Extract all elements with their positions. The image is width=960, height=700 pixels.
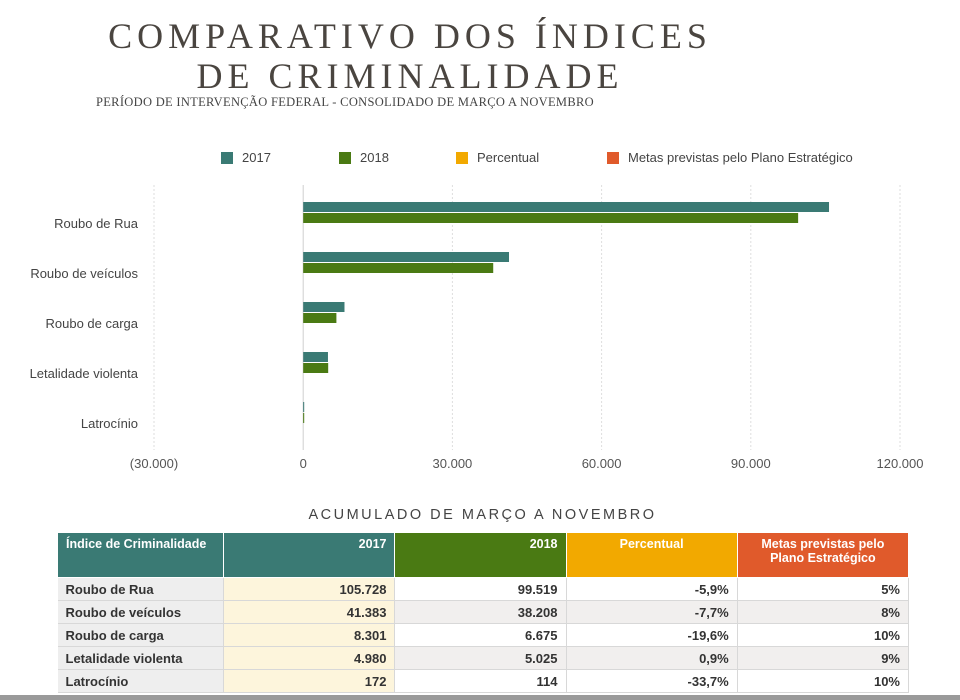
bar-2018 xyxy=(303,313,337,323)
x-tick-label: (30.000) xyxy=(130,456,178,471)
cell-metas: 10% xyxy=(737,669,910,693)
bar-2017 xyxy=(303,252,510,262)
cell-percentual: -19,6% xyxy=(566,623,738,647)
cell-2018: 38.208 xyxy=(394,600,567,624)
cell-2018: 6.675 xyxy=(394,623,567,647)
legend-swatch-2017 xyxy=(221,151,233,164)
bar-2017 xyxy=(303,402,305,412)
table-row: Roubo de carga 8.301 6.675 -19,6% 10% xyxy=(57,623,910,647)
bar-chart: (30.000) 0 30.000 60.000 90.000 120.000 Roubo … xyxy=(30,185,924,471)
category-label: Letalidade violenta xyxy=(30,366,139,381)
page-title: COMPARATIVO DOS ÍNDICES DE CRIMINALIDADE xyxy=(0,16,820,96)
table-row: Latrocínio 172 114 -33,7% 10% xyxy=(57,669,910,693)
category-label: Roubo de carga xyxy=(45,316,138,331)
bar-2017 xyxy=(303,352,328,362)
header-metas: Metas previstas pelo Plano Estratégico xyxy=(736,532,910,578)
title-line-2: DE CRIMINALIDADE xyxy=(196,56,624,96)
cell-percentual: -7,7% xyxy=(566,600,738,624)
table-header-row: Índice de Criminalidade 2017 2018 Percen… xyxy=(56,532,910,578)
cell-metas: 5% xyxy=(737,577,910,601)
cell-2017: 8.301 xyxy=(223,623,396,647)
x-tick-label: 30.000 xyxy=(433,456,473,471)
cell-indice: Roubo de Rua xyxy=(57,577,225,601)
legend-item-2017: 2017 xyxy=(221,150,271,165)
page-subtitle: PERÍODO DE INTERVENÇÃO FEDERAL - CONSOLI… xyxy=(96,95,594,109)
category-label: Latrocínio xyxy=(81,416,138,431)
cell-indice: Letalidade violenta xyxy=(57,646,225,670)
table-row: Roubo de Rua 105.728 99.519 -5,9% 5% xyxy=(57,577,910,601)
header-indice: Índice de Criminalidade xyxy=(56,532,225,578)
header-2017: 2017 xyxy=(223,532,396,578)
bar-2018 xyxy=(303,263,494,273)
bottom-rule xyxy=(0,695,960,700)
cell-2018: 5.025 xyxy=(394,646,567,670)
bar-2018 xyxy=(303,213,799,223)
legend-swatch-percentual xyxy=(456,151,468,164)
cell-2017: 105.728 xyxy=(223,577,396,601)
cell-2017: 4.980 xyxy=(223,646,396,670)
x-tick-label: 60.000 xyxy=(582,456,622,471)
header-percentual: Percentual xyxy=(565,532,738,578)
x-tick-label: 120.000 xyxy=(877,456,924,471)
cell-2018: 99.519 xyxy=(394,577,567,601)
cell-indice: Roubo de veículos xyxy=(57,600,225,624)
cell-2017: 41.383 xyxy=(223,600,396,624)
header-2018: 2018 xyxy=(394,532,567,578)
cell-metas: 8% xyxy=(737,600,910,624)
table-row: Letalidade violenta 4.980 5.025 0,9% 9% xyxy=(57,646,910,670)
cell-metas: 9% xyxy=(737,646,910,670)
bar-2018 xyxy=(303,413,305,423)
x-tick-label: 0 xyxy=(300,456,307,471)
table-caption: ACUMULADO DE MARÇO A NOVEMBRO xyxy=(308,507,657,523)
legend-swatch-metas xyxy=(607,151,619,164)
legend-swatch-2018 xyxy=(339,151,351,164)
cell-2017: 172 xyxy=(223,669,396,693)
cell-2018: 114 xyxy=(394,669,567,693)
x-tick-label: 90.000 xyxy=(731,456,771,471)
table-row: Roubo de veículos 41.383 38.208 -7,7% 8% xyxy=(57,600,910,624)
bar-2018 xyxy=(303,363,329,373)
cell-indice: Latrocínio xyxy=(57,669,225,693)
chart-legend: 2017 2018 Percentual Metas previstas pel… xyxy=(0,150,960,170)
legend-label-2017: 2017 xyxy=(242,150,271,165)
legend-item-percentual: Percentual xyxy=(456,150,539,165)
legend-label-metas: Metas previstas pelo Plano Estratégico xyxy=(628,150,853,165)
cell-metas: 10% xyxy=(737,623,910,647)
bar-2017 xyxy=(303,302,345,312)
cell-indice: Roubo de carga xyxy=(57,623,225,647)
category-label: Roubo de Rua xyxy=(54,216,139,231)
legend-label-2018: 2018 xyxy=(360,150,389,165)
cell-percentual: -5,9% xyxy=(566,577,738,601)
title-line-1: COMPARATIVO DOS ÍNDICES xyxy=(108,16,712,56)
legend-label-percentual: Percentual xyxy=(477,150,540,165)
legend-item-metas: Metas previstas pelo Plano Estratégico xyxy=(607,150,853,165)
data-table: Índice de Criminalidade 2017 2018 Percen… xyxy=(56,532,910,693)
bar-2017 xyxy=(303,202,830,212)
cell-percentual: -33,7% xyxy=(566,669,738,693)
legend-item-2018: 2018 xyxy=(339,150,389,165)
category-label: Roubo de veículos xyxy=(30,266,138,281)
cell-percentual: 0,9% xyxy=(566,646,738,670)
